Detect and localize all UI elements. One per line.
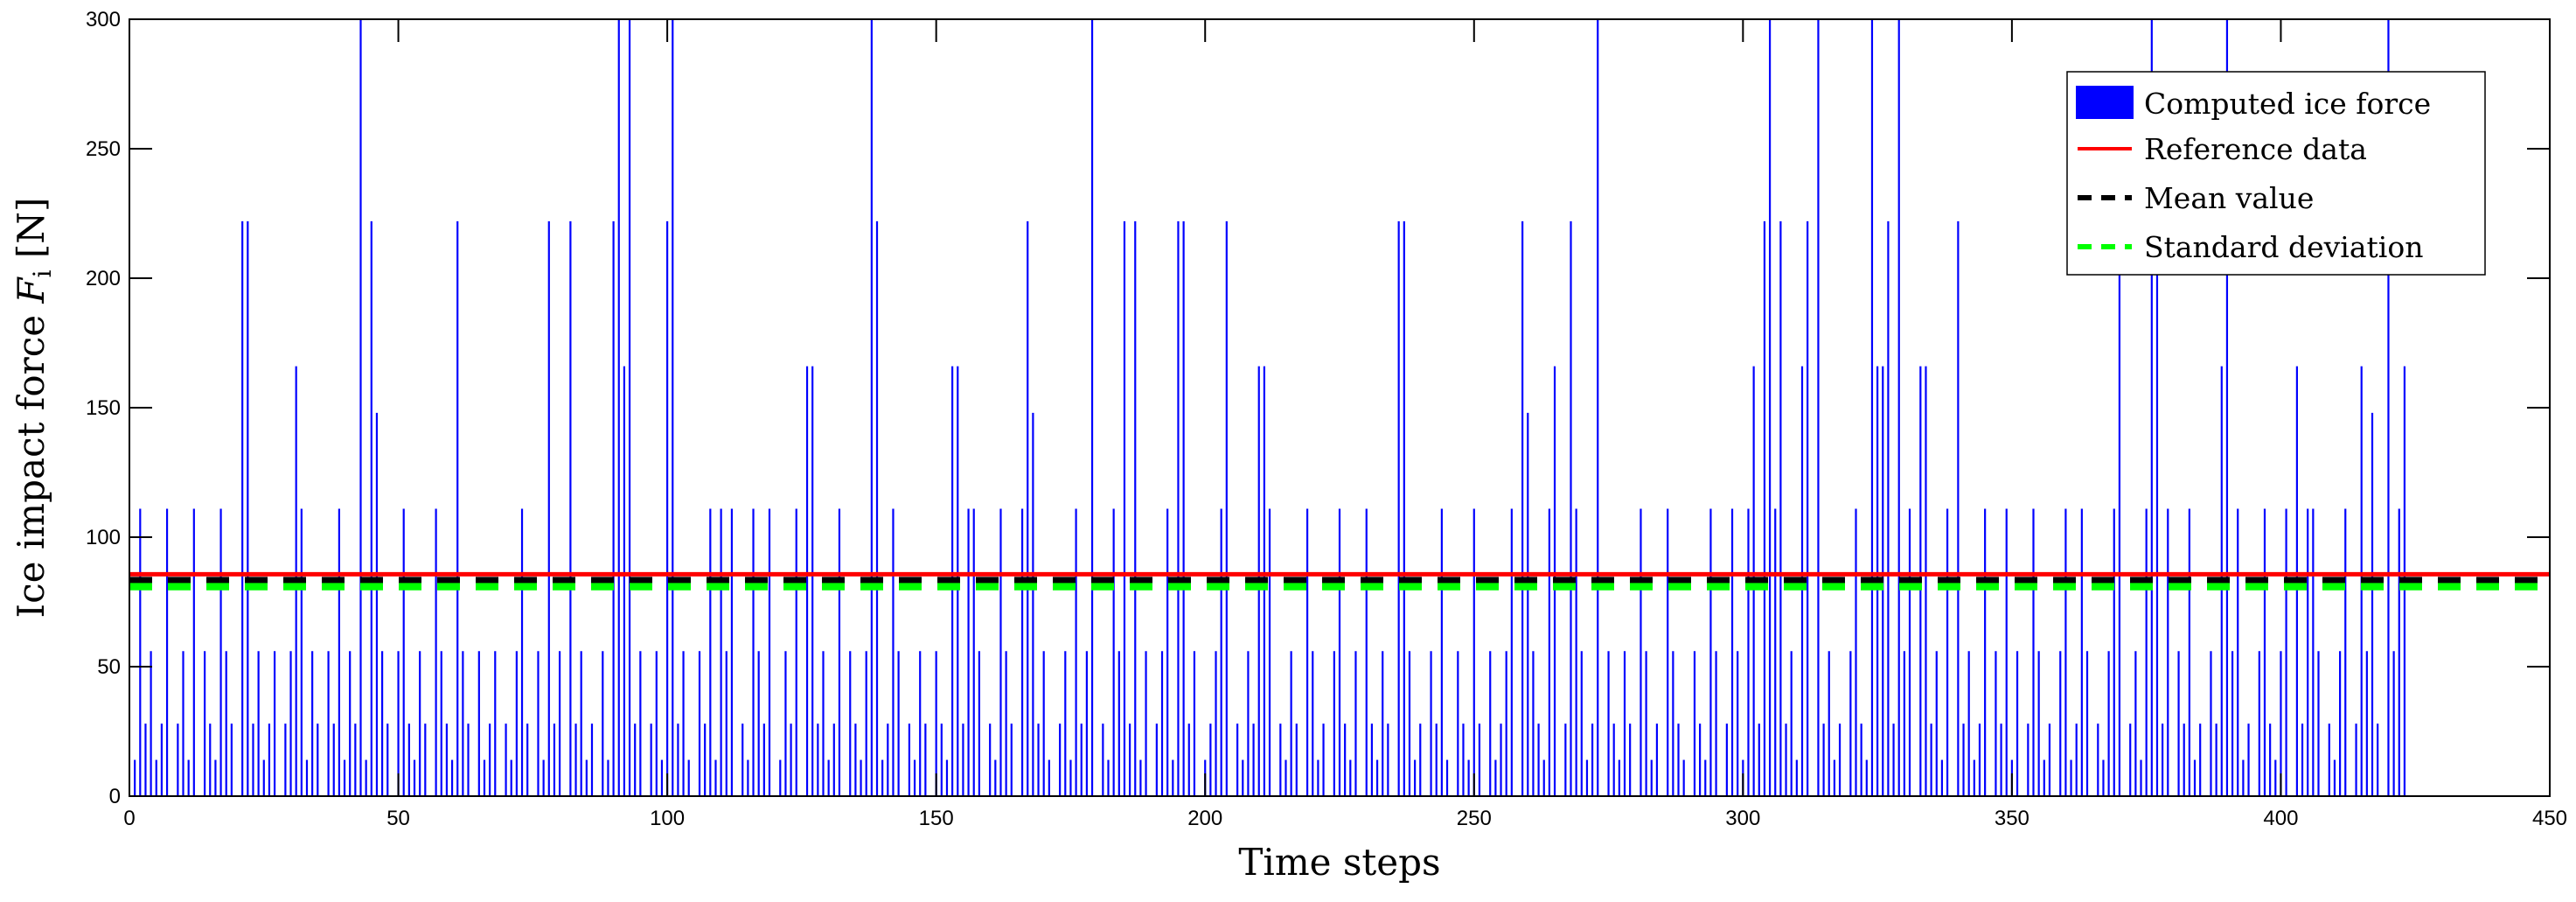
y-tick-label: 200 (86, 267, 121, 290)
y-axis-title-text: Ice impact force (10, 315, 52, 619)
x-tick-label: 200 (1187, 807, 1222, 830)
x-tick-label: 350 (1995, 807, 2029, 830)
legend: Computed ice force Reference data Mean v… (2066, 71, 2486, 276)
x-tick-label: 450 (2532, 807, 2567, 830)
x-tick-label: 250 (1457, 807, 1492, 830)
y-tick-label: 0 (109, 785, 121, 808)
legend-label-mean-value: Mean value (2144, 181, 2314, 215)
x-tick-label: 150 (919, 807, 954, 830)
y-axis-title-symbol: F (10, 276, 52, 304)
y-axis-title-subscript: i (28, 269, 57, 277)
x-tick-label: 100 (650, 807, 685, 830)
legend-swatch-computed-ice-force (2076, 86, 2134, 119)
legend-box (2066, 71, 2486, 276)
x-axis-title: Time steps (1238, 841, 1440, 884)
y-axis-title-unit: [N] (10, 198, 52, 259)
axis-ticks (129, 18, 2551, 797)
legend-label-reference-data: Reference data (2144, 132, 2367, 166)
axis-tick-labels: 0 50 100 150 200 250 300 350 400 450 0 50 100 150 200 2… (86, 8, 2567, 830)
x-tick-label: 50 (386, 807, 410, 830)
legend-label-standard-deviation: Standard deviation (2144, 230, 2423, 264)
x-tick-label: 300 (1725, 807, 1760, 830)
x-tick-label: 400 (2263, 807, 2298, 830)
y-tick-label: 300 (86, 8, 121, 31)
bar-series-computed-ice-force (134, 19, 2406, 796)
reference-lines (129, 571, 2550, 591)
y-tick-label: 150 (86, 396, 121, 420)
y-tick-label: 100 (86, 526, 121, 549)
y-tick-label: 50 (97, 655, 121, 679)
y-axis-title: Ice impact force Fi [N] (10, 198, 57, 619)
x-tick-label: 0 (123, 807, 135, 830)
legend-label-computed-ice-force: Computed ice force (2144, 87, 2431, 121)
y-tick-label: 250 (86, 137, 121, 161)
